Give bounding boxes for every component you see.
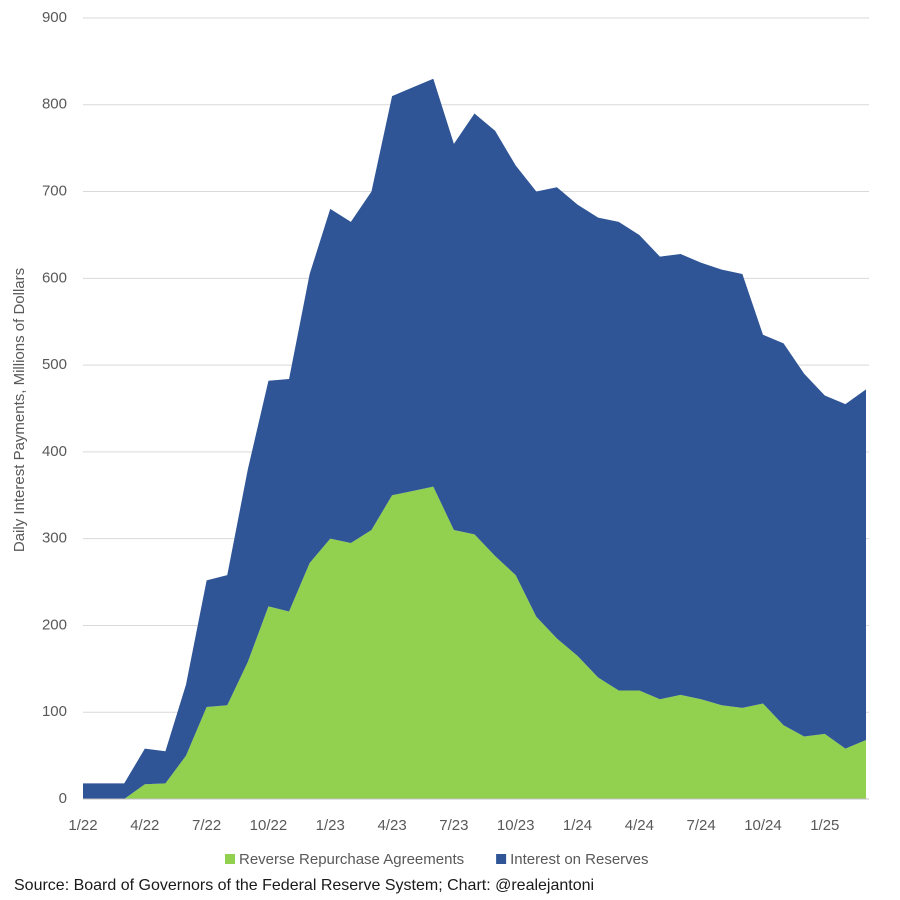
x-tick-label: 4/23 xyxy=(377,817,406,834)
legend-swatch xyxy=(225,854,235,864)
x-tick-label: 4/22 xyxy=(130,817,159,834)
x-tick-label: 7/22 xyxy=(192,817,221,834)
legend-swatch xyxy=(496,854,507,864)
area xyxy=(83,78,866,799)
y-tick-label: 200 xyxy=(42,616,67,633)
legend-label: Reverse Repurchase Agreements xyxy=(239,851,464,868)
y-tick-label: 600 xyxy=(42,269,67,286)
y-axis-label: Daily Interest Payments, Millions of Dol… xyxy=(11,268,28,552)
y-tick-label: 800 xyxy=(42,96,67,113)
x-tick-label: 7/23 xyxy=(439,817,468,834)
source-note: Source: Board of Governors of the Federa… xyxy=(14,877,594,894)
y-tick-label: 700 xyxy=(42,183,67,200)
y-tick-label: 100 xyxy=(42,703,67,720)
x-tick-label: 4/24 xyxy=(625,817,654,834)
x-tick-label: 10/24 xyxy=(744,817,782,834)
legend-label: Interest on Reserves xyxy=(510,851,648,868)
legend: Reverse Repurchase Agreements Interest on… xyxy=(225,851,649,868)
x-tick-label: 10/23 xyxy=(497,817,535,834)
x-tick-label: 10/22 xyxy=(250,817,288,834)
x-tick-label: 1/23 xyxy=(316,817,345,834)
x-tick-label: 1/25 xyxy=(810,817,839,834)
y-tick-label: 900 xyxy=(42,9,67,26)
y-tick-label: 0 xyxy=(59,790,67,807)
y-tick-label: 300 xyxy=(42,530,67,547)
x-tick-label: 1/24 xyxy=(563,817,592,834)
y-tick-label: 400 xyxy=(42,443,67,460)
x-tick-label: 1/22 xyxy=(68,817,97,834)
x-tick-label: 7/24 xyxy=(687,817,716,834)
area xyxy=(83,486,866,799)
y-tick-label: 500 xyxy=(42,356,67,373)
